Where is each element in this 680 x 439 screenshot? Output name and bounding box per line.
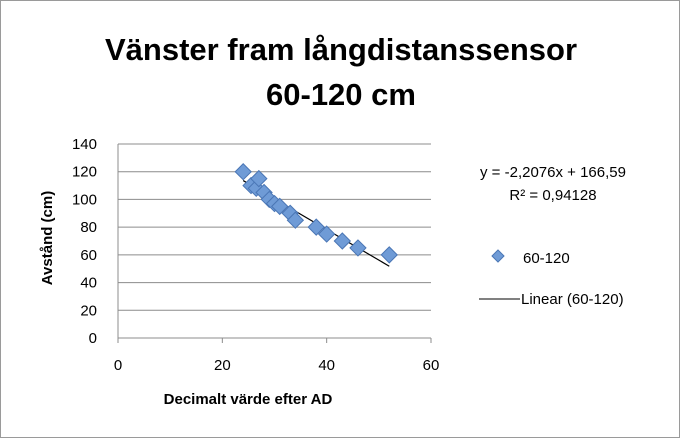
data-point-0 bbox=[234, 163, 252, 181]
y-tick-label-80: 80 bbox=[80, 219, 97, 236]
data-point-12 bbox=[333, 232, 352, 250]
axes bbox=[117, 144, 432, 343]
x-tick-label-60: 60 bbox=[423, 357, 440, 374]
y-tick-label-60: 60 bbox=[80, 247, 97, 264]
chart-title-line-1: Vänster fram långdistanssensor bbox=[105, 32, 577, 67]
x-tick-label-0: 0 bbox=[114, 357, 122, 374]
x-tick-label-40: 40 bbox=[318, 357, 335, 374]
data-point-2 bbox=[247, 179, 265, 198]
y-tick-label-100: 100 bbox=[72, 191, 97, 208]
legend-label-trend: Linear (60-120) bbox=[521, 291, 624, 308]
data-point-3 bbox=[250, 169, 268, 188]
y-tick-labels: 0 20 40 60 80 100 120 140 bbox=[72, 136, 97, 347]
y-tick-label-140: 140 bbox=[72, 136, 97, 153]
x-tick-labels: 0 20 40 60 bbox=[114, 357, 440, 374]
data-point-14 bbox=[380, 246, 398, 264]
grid-lines bbox=[118, 143, 431, 311]
x-axis-label: Decimalt värde efter AD bbox=[164, 391, 333, 408]
data-point-11 bbox=[317, 225, 336, 243]
legend-marker-diamond bbox=[491, 249, 505, 263]
data-point-9 bbox=[286, 211, 305, 229]
data-point-13 bbox=[349, 239, 367, 257]
scatter-points bbox=[234, 163, 398, 264]
data-point-7 bbox=[271, 197, 289, 216]
legend: 60-120 Linear (60-120) bbox=[479, 249, 624, 308]
y-tick-label-0: 0 bbox=[89, 330, 97, 347]
y-tick-label-20: 20 bbox=[80, 302, 97, 319]
trendline-r-squared: R² = 0,94128 bbox=[509, 187, 596, 204]
y-tick-label-40: 40 bbox=[80, 275, 97, 292]
y-tick-label-120: 120 bbox=[72, 164, 97, 181]
x-tick-label-20: 20 bbox=[214, 357, 231, 374]
data-point-10 bbox=[307, 218, 325, 236]
y-axis-label: Avstånd (cm) bbox=[39, 191, 56, 285]
trendline-equation: y = -2,2076x + 166,59 bbox=[480, 164, 626, 181]
chart-title-line-2: 60-120 cm bbox=[266, 77, 416, 112]
legend-label-series: 60-120 bbox=[523, 250, 570, 267]
